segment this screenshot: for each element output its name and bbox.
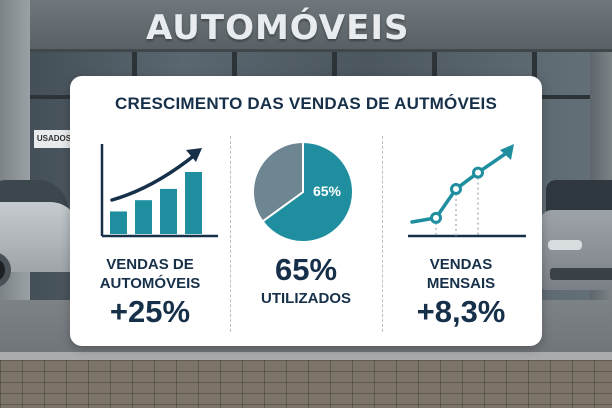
parked-car-right (540, 170, 612, 300)
pie-slice-label: 65% (313, 183, 342, 199)
bar (135, 200, 152, 234)
bar (185, 172, 202, 234)
panel-divider (382, 136, 383, 332)
line-chart-rising-arrow-icon (408, 144, 526, 238)
trend-arrow-line (110, 152, 198, 202)
panel-label-line1: VENDAS (429, 256, 493, 273)
bar (160, 188, 177, 234)
usados-sign: USADOS (34, 130, 74, 148)
parked-car-left (0, 172, 80, 292)
panel-value: 65% (274, 252, 338, 287)
panel-value: +25% (109, 294, 191, 329)
storefront-sign: AUTOMÓVEIS (146, 8, 410, 48)
panel-car-sales: VENDAS DE AUTOMÓVEIS +25% (74, 136, 226, 336)
building-facade: AUTOMÓVEIS (30, 0, 612, 52)
panel-value: +8,3% (416, 294, 506, 329)
bar (110, 211, 127, 234)
panel-monthly-sales: VENDAS MENSAIS +8,3% (384, 136, 538, 336)
line-point (472, 166, 484, 179)
curb (0, 352, 612, 360)
panel-label-line2: AUTOMÓVEIS (99, 275, 201, 292)
pie-slice (261, 140, 354, 243)
line-point (430, 211, 442, 224)
panel-label: UTILIZADOS (261, 290, 351, 307)
bar-chart-rising-arrow-icon (100, 144, 218, 238)
infographic-card: CRESCIMENTO DAS VENDAS DE AUTMÓVEIS VEND… (70, 76, 542, 346)
panel-label-line1: VENDAS DE (106, 256, 194, 273)
panel-label-line2: MENSAIS (426, 275, 496, 292)
trend-arrow-head (186, 148, 202, 162)
pie-slice (252, 140, 304, 223)
line-point (450, 183, 462, 196)
panel-divider (230, 136, 231, 332)
panel-used-share: 65% 65% UTILIZADOS (232, 136, 380, 336)
infographic-title: CRESCIMENTO DAS VENDAS DE AUTMÓVEIS (115, 94, 497, 113)
pie-chart-icon: 65% (252, 140, 354, 243)
trend-arrow-head (500, 144, 514, 160)
paver-sidewalk (0, 360, 612, 408)
